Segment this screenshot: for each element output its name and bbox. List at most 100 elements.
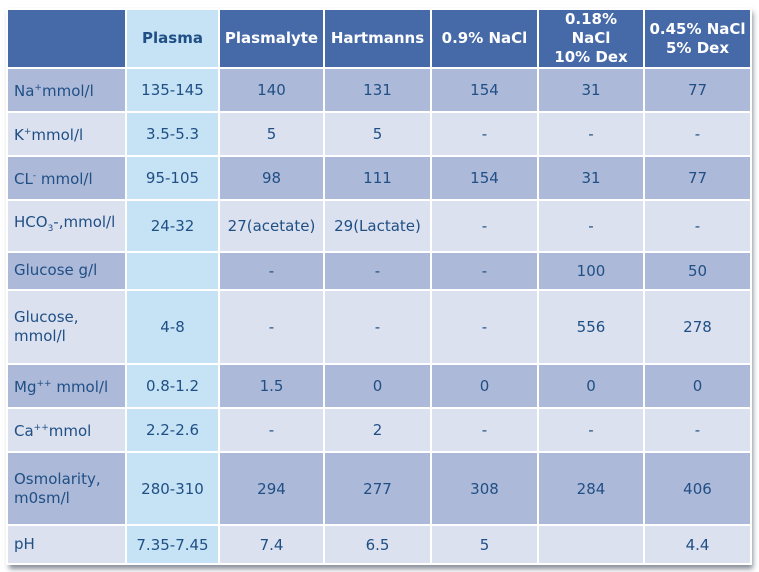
table-cell: - <box>218 250 325 292</box>
label-unit: mmol/l <box>14 326 66 345</box>
table-cell: - <box>537 406 645 453</box>
table-cell: - <box>537 111 645 158</box>
table-row-potassium: K+mmol/l 3.5-5.3 5 5- - - <box>6 111 752 158</box>
table-cell: 50 <box>643 250 752 292</box>
table-cell: - <box>218 406 325 453</box>
table-cell: 31 <box>537 66 645 114</box>
header-empty <box>6 8 127 69</box>
table-cell: 0.8-1.2 <box>125 362 220 409</box>
label-base: Na <box>14 82 35 101</box>
header-line: 0.45% NaCl <box>649 19 746 38</box>
table-cell: 278 <box>643 289 752 365</box>
label-base: Ca <box>14 421 34 440</box>
row-label: Ca++mmol <box>6 406 127 453</box>
header-0-45-nacl-5-dex: 0.45% NaCl 5% Dex <box>643 8 752 69</box>
label-superscript: ++ <box>33 422 49 433</box>
row-label: Mg++ mmol/l <box>6 362 127 409</box>
label-superscript: + <box>23 127 32 138</box>
table-cell: 0 <box>643 362 752 409</box>
table-cell: - <box>218 289 325 365</box>
table-cell: 77 <box>643 66 752 114</box>
table-cell: 131 <box>323 66 432 114</box>
header-hartmanns: Hartmanns <box>323 8 432 69</box>
table-row-ph: pH 7.35-7.45 7.4 6.5 5 4.4 <box>6 524 752 565</box>
table-row-glucose-g: Glucose g/l - - -100 50 <box>6 250 752 292</box>
header-line: 10% Dex <box>554 48 628 66</box>
table-cell: - <box>323 250 432 292</box>
table-row-glucose-mmol: Glucose, mmol/l 4-8- - -556 278 <box>6 289 752 365</box>
table-cell: 406 <box>643 450 752 527</box>
table-cell: 111 <box>323 155 432 202</box>
table-cell <box>125 250 220 292</box>
label-unit: -,mmol/l <box>53 212 116 231</box>
label-subscript: 3 <box>47 223 54 234</box>
table-cell: 556 <box>537 289 645 365</box>
table-cell <box>537 524 645 565</box>
row-label: HCO3-,mmol/l <box>6 199 127 253</box>
row-label: Glucose, mmol/l <box>6 289 127 365</box>
table-cell: 308 <box>430 450 539 527</box>
header-plasmalyte: Plasmalyte <box>218 8 325 69</box>
table-cell: 4-8 <box>125 289 220 365</box>
table-cell: - <box>643 406 752 453</box>
table-cell: 7.35-7.45 <box>125 524 220 565</box>
table-row-osmolarity: Osmolarity, m0sm/l 280-310 294 277 308 284 406 <box>6 450 752 527</box>
table-cell: 135-145 <box>125 66 220 114</box>
table-cell: - <box>643 111 752 158</box>
table-row-calcium: Ca++mmol 2.2-2.6-2- - - <box>6 406 752 453</box>
table-cell: 77 <box>643 155 752 202</box>
label-base: Osmolarity, <box>14 469 101 488</box>
table-cell: 1.5 <box>218 362 325 409</box>
table-cell: 24-32 <box>125 199 220 253</box>
table-cell: - <box>430 406 539 453</box>
table-cell: 29(Lactate) <box>323 199 432 253</box>
label-base: CL <box>14 170 33 189</box>
label-base: Glucose, <box>14 307 79 326</box>
label-superscript: ++ <box>36 378 52 389</box>
header-0-9-nacl: 0.9% NaCl <box>430 8 539 69</box>
table-cell: 154 <box>430 66 539 114</box>
label-unit: mmol/l <box>51 377 109 396</box>
table-cell: 294 <box>218 450 325 527</box>
label-base: pH <box>14 535 35 554</box>
header-plasma: Plasma <box>125 8 220 69</box>
table-row-sodium: Na+mmol/l 135-145 140 131 154 31 77 <box>6 66 752 114</box>
label-unit: mmol/l <box>36 170 93 189</box>
table-row-magnesium: Mg++ mmol/l 0.8-1.2 1.5 0 0 0 0 <box>6 362 752 409</box>
fluid-comparison-table: Plasma Plasmalyte Hartmanns 0.9% NaCl 0.… <box>6 8 752 565</box>
header-line: 5% Dex <box>666 38 729 57</box>
label-unit: mmol/l <box>41 82 94 101</box>
row-label: Glucose g/l <box>6 250 127 292</box>
table-cell: 27(acetate) <box>218 199 325 253</box>
label-base: HCO <box>14 212 48 231</box>
label-base: Glucose g/l <box>14 261 98 280</box>
table-cell: 95-105 <box>125 155 220 202</box>
label-superscript: - <box>32 171 37 182</box>
row-label: pH <box>6 524 127 565</box>
table-cell: 100 <box>537 250 645 292</box>
table-cell: 6.5 <box>323 524 432 565</box>
table-cell: 277 <box>323 450 432 527</box>
table-cell: - <box>430 250 539 292</box>
label-unit: mmol <box>48 421 92 440</box>
label-unit: mmol/l <box>31 126 84 145</box>
table-cell: 280-310 <box>125 450 220 527</box>
table-cell: 0 <box>323 362 432 409</box>
label-base: K <box>14 126 24 145</box>
row-label: K+mmol/l <box>6 111 127 158</box>
table-cell: 3.5-5.3 <box>125 111 220 158</box>
header-0-18-nacl-10-dex: 0.18% NaCl 10% Dex <box>537 8 645 69</box>
table-row-bicarbonate: HCO3-,mmol/l 24-32 27(acetate) 29(Lactate) -… <box>6 199 752 253</box>
table-cell: - <box>430 289 539 365</box>
table-cell: 284 <box>537 450 645 527</box>
label-superscript: + <box>34 83 42 94</box>
table-cell: 154 <box>430 155 539 202</box>
table-cell: 5 <box>218 111 325 158</box>
table-cell: 0 <box>430 362 539 409</box>
table-cell: - <box>430 199 539 253</box>
table-cell: - <box>643 199 752 253</box>
row-label: CL- mmol/l <box>6 155 127 202</box>
table-cell: 31 <box>537 155 645 202</box>
table-cell: 2.2-2.6 <box>125 406 220 453</box>
table-cell: 0 <box>537 362 645 409</box>
